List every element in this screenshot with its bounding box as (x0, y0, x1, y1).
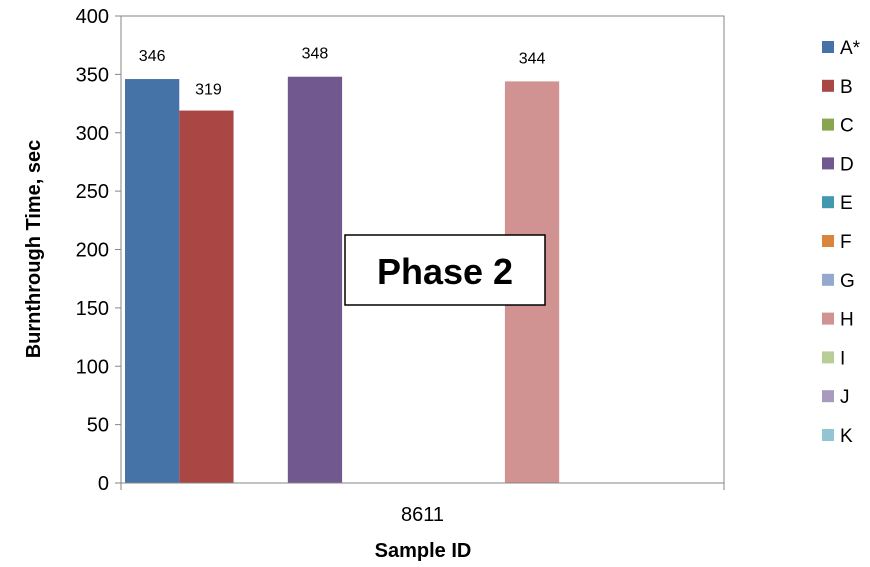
legend-swatch (822, 196, 834, 209)
bar-b (179, 110, 234, 483)
legend-swatch (822, 390, 834, 403)
legend-label: D (840, 154, 854, 175)
bars-group: 346 319 348 344 (125, 46, 560, 484)
legend-label: C (840, 116, 854, 137)
legend-swatch (822, 312, 834, 325)
legend-label: I (840, 348, 845, 369)
legend-swatch (822, 79, 834, 92)
legend-swatch (822, 157, 834, 170)
legend-label: B (840, 77, 853, 98)
y-tick-label: 50 (87, 415, 109, 437)
legend-label: J (840, 387, 850, 408)
bar-d (287, 76, 343, 484)
legend-swatch (822, 429, 834, 441)
y-tick-label: 0 (98, 473, 109, 495)
data-label: 319 (195, 82, 222, 99)
y-axis: 0 50 100 150 200 250 300 350 400 (76, 6, 122, 495)
phase-annotation-text: Phase 2 (377, 251, 513, 292)
legend-label: A* (840, 38, 861, 59)
x-axis: 8611 (120, 482, 725, 526)
legend-swatch (822, 41, 834, 53)
y-tick-label: 200 (76, 240, 109, 262)
y-tick-label: 350 (76, 64, 109, 86)
y-tick-label: 250 (76, 181, 109, 203)
data-label: 346 (139, 48, 166, 65)
data-label: 344 (519, 50, 546, 67)
y-tick-label: 300 (76, 123, 109, 145)
phase-annotation-box (344, 234, 546, 306)
y-tick-label: 100 (76, 356, 109, 378)
x-tick-label: 8611 (401, 504, 444, 526)
x-axis-title: Sample ID (375, 540, 472, 562)
legend-swatch (822, 273, 834, 286)
legend-label: F (840, 232, 852, 253)
data-label: 348 (302, 46, 329, 63)
y-tick-label: 150 (76, 298, 109, 320)
y-tick-label: 400 (76, 6, 109, 28)
legend-swatch (822, 118, 834, 131)
bar-a (125, 79, 180, 484)
legend-swatch (822, 235, 834, 247)
legend-label: G (840, 271, 855, 292)
phase-annotation: Phase 2 (344, 234, 546, 306)
legend-swatch (822, 351, 834, 364)
legend-label: E (840, 193, 853, 214)
legend-label: H (840, 310, 854, 331)
y-axis-title: Burnthrough Time, sec (23, 140, 45, 359)
legend-label: K (840, 426, 853, 447)
